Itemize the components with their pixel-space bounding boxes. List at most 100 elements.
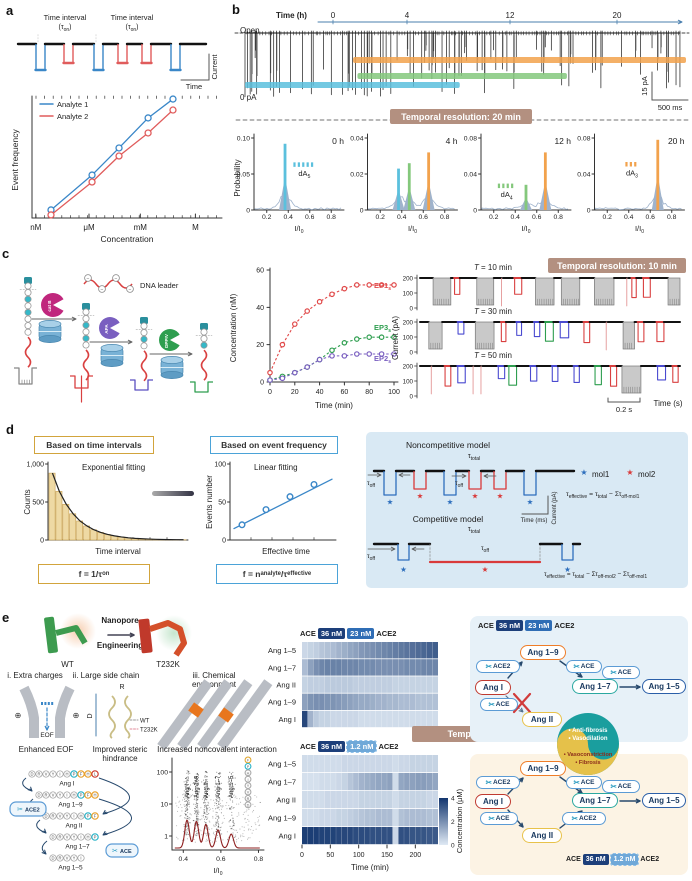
svg-text:WT: WT (140, 719, 150, 725)
svg-text:✂: ✂ (17, 807, 23, 814)
svg-text:20: 20 (256, 342, 264, 349)
svg-text:0 h: 0 h (332, 136, 344, 146)
svg-text:100: 100 (353, 852, 365, 859)
svg-text:✂: ✂ (112, 848, 118, 855)
svg-text:P: P (87, 814, 90, 819)
svg-text:40: 40 (316, 389, 324, 396)
node-ang-1-7-b: Ang 1–7 (572, 793, 618, 808)
temporal-resolution-badge-b: Temporal resolution: 20 min (390, 109, 532, 124)
svg-text:0.04: 0.04 (464, 172, 477, 179)
svg-text:0.08: 0.08 (464, 136, 477, 143)
panel-d-label: d (6, 422, 14, 437)
svg-text:• Vasodilation: • Vasodilation (568, 736, 607, 742)
enzyme-pill-ace2-b: ✂ ACE2 (476, 776, 520, 789)
svg-text:dA4: dA4 (501, 190, 513, 201)
transition-arrow (152, 491, 194, 496)
svg-text:H: H (93, 793, 96, 798)
panel-a-frequency-chart: nM μM mM M Concentration Event frequency Analy… (10, 95, 223, 244)
heatmap-bottom-ace: ACE (300, 742, 316, 751)
svg-text:0.6: 0.6 (532, 214, 542, 221)
svg-text:T: T (474, 307, 480, 316)
svg-text:20 h: 20 h (668, 136, 685, 146)
svg-text:dA5: dA5 (298, 169, 310, 180)
svg-text:ACE: ACE (120, 849, 132, 855)
svg-text:mM: mM (134, 223, 148, 232)
svg-text:2: 2 (451, 819, 455, 826)
svg-text:0.8: 0.8 (554, 214, 564, 221)
svg-text:★: ★ (447, 498, 454, 507)
pathway-box-bottom: Ang I Ang 1–9 Ang II Ang 1–7 Ang 1–5 ✂ AC… (470, 754, 688, 875)
svg-text:τoff: τoff (481, 545, 490, 554)
svg-text:R: R (58, 835, 61, 840)
ph-ace2: ACE2 (554, 621, 575, 630)
svg-text:DNA leader: DNA leader (140, 281, 179, 290)
enzyme-pill-ace-right: ✂ ACE (602, 666, 640, 679)
svg-text:Ang I: Ang I (278, 832, 296, 841)
svg-text:Ang 1–7: Ang 1–7 (216, 775, 222, 798)
engineering-label: Engineering (96, 641, 144, 650)
frequency-equation-right: f = n analyte/τ effective (216, 564, 338, 584)
svg-text:Time (h): Time (h) (276, 11, 307, 20)
svg-text:12: 12 (506, 11, 515, 20)
enzyme-pill-ace-right-b: ✂ ACE (602, 780, 640, 793)
svg-text:500 ms: 500 ms (658, 103, 683, 112)
svg-text:200: 200 (403, 363, 414, 370)
panel-d-interval-histogram: 0 500 1,000 Exponential fitting Time interva… (23, 461, 189, 556)
scissors-icon: ✂ (610, 667, 617, 677)
svg-text:H: H (247, 771, 250, 775)
svg-text:Ang 1–7: Ang 1–7 (268, 663, 296, 672)
node-ang-ii-b: Ang II (522, 828, 562, 843)
svg-text:★: ★ (527, 498, 534, 507)
scissors-icon: ✂ (485, 777, 492, 787)
svg-text:Current: Current (210, 54, 219, 80)
panel-c-enzyme-schematic: − − − − DNA leader cat B APA DPPIV (14, 274, 213, 403)
svg-text:V: V (59, 814, 62, 819)
wt-label: WT (61, 660, 74, 669)
svg-text:1,000: 1,000 (26, 462, 44, 469)
svg-text:L: L (94, 772, 97, 777)
svg-text:12 h: 12 h (554, 136, 571, 146)
svg-text:0.04: 0.04 (350, 136, 363, 143)
svg-text:F: F (80, 772, 83, 777)
based-on-time-intervals-box: Based on time intervals (34, 436, 154, 454)
svg-text:Time (min): Time (min) (315, 401, 353, 410)
svg-text:Ang I: Ang I (185, 784, 191, 798)
svg-text:Y: Y (59, 793, 62, 798)
svg-text:τeffective = τtotal − Στoff-mo: τeffective = τtotal − Στoff-mol2 − Στoff… (544, 571, 647, 580)
svg-text:D: D (30, 772, 33, 777)
svg-text:80: 80 (365, 389, 373, 396)
svg-text:0.8: 0.8 (440, 214, 450, 221)
heatmap-header-bottom: ACE 36 nM 1.2 nM ACE2 (300, 740, 398, 753)
svg-text:0.4: 0.4 (624, 214, 634, 221)
node-ang-i: Ang I (475, 680, 511, 695)
svg-text:Ang 1–5: Ang 1–5 (58, 865, 83, 872)
svg-text:Time interval: Time interval (44, 13, 87, 22)
enhanced-eof-caption: Enhanced EOF (18, 745, 74, 754)
svg-text:Current (pA): Current (pA) (552, 491, 558, 524)
svg-text:DPPIV: DPPIV (164, 333, 169, 348)
svg-text:Analyte 1: Analyte 1 (57, 100, 88, 109)
svg-text:T: T (474, 351, 480, 360)
panel-e-scatter: 1 10 100 0.4 0.6 0.8 I/I0 Ang I Ang 1–9 Ang II Ang… (157, 756, 265, 877)
svg-text:0: 0 (360, 208, 364, 215)
scissors-icon: ✂ (571, 813, 578, 823)
enzyme-pill-ace-blocked: ✂ ACE (480, 698, 518, 711)
svg-text:★: ★ (580, 468, 587, 477)
svg-text:I: I (247, 778, 248, 782)
scissors-icon: ✂ (610, 781, 617, 791)
svg-text:150: 150 (381, 852, 393, 859)
svg-text:Ang 1–9: Ang 1–9 (268, 698, 296, 707)
svg-text:F: F (247, 759, 250, 763)
svg-text:μM: μM (83, 223, 95, 232)
heatmap-top-ace-conc: 36 nM (317, 628, 346, 639)
svg-text:0.6: 0.6 (646, 214, 656, 221)
svg-text:M: M (192, 223, 199, 232)
svg-text:Concentration (nM): Concentration (nM) (229, 293, 238, 362)
noncovalent-interaction-diagram (157, 679, 273, 750)
svg-text:4: 4 (451, 795, 455, 802)
panel-b-histograms: Probability 0 0.05 0.10 0.2 0.4 0.6 0.8 I/I0 0 h d… (233, 133, 685, 235)
svg-text:F: F (94, 814, 97, 819)
svg-text:Events number: Events number (205, 475, 214, 529)
svg-text:Ang II: Ang II (66, 823, 83, 830)
